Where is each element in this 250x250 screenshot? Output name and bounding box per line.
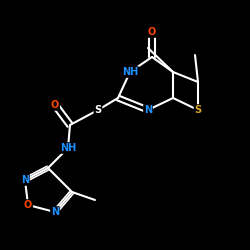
- Text: S: S: [194, 105, 202, 115]
- Text: N: N: [51, 207, 59, 217]
- Text: N: N: [144, 105, 152, 115]
- Text: NH: NH: [122, 67, 138, 77]
- Text: O: O: [24, 200, 32, 210]
- Text: N: N: [21, 175, 29, 185]
- Text: NH: NH: [60, 143, 76, 153]
- Text: O: O: [51, 100, 59, 110]
- Text: O: O: [148, 27, 156, 37]
- Text: S: S: [94, 105, 102, 115]
